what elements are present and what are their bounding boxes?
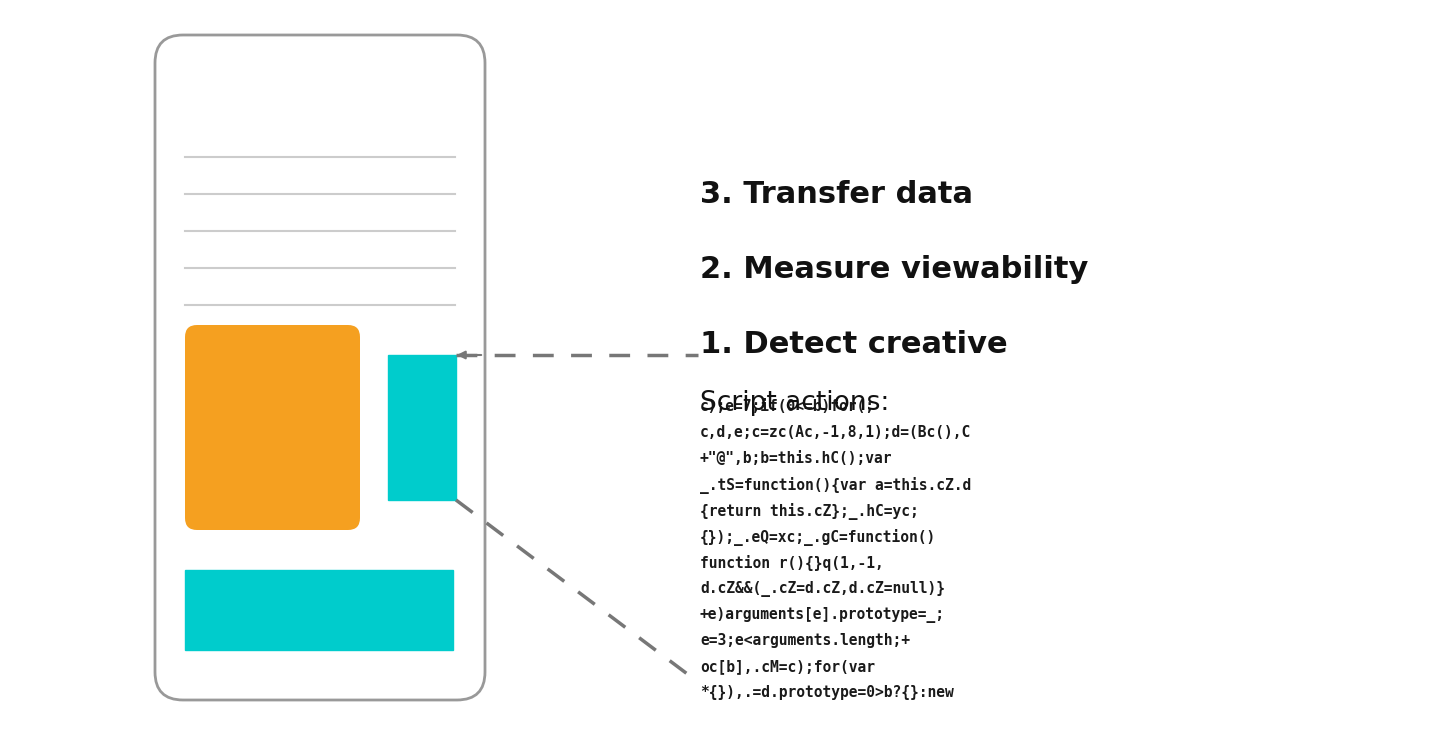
Text: 1. Detect creative: 1. Detect creative (700, 330, 1007, 359)
FancyBboxPatch shape (156, 35, 486, 700)
Text: c,d,e;c=zc(Ac,-1,8,1);d=(Bc(),C: c,d,e;c=zc(Ac,-1,8,1);d=(Bc(),C (700, 425, 971, 440)
Text: +e)arguments[e].prototype=_;: +e)arguments[e].prototype=_; (700, 607, 945, 623)
Text: 3. Transfer data: 3. Transfer data (700, 180, 973, 209)
Text: d.cZ&&(_.cZ=d.cZ,d.cZ=null)}: d.cZ&&(_.cZ=d.cZ,d.cZ=null)} (700, 581, 945, 597)
Text: c);e=7;if(0<=b)for(;: c);e=7;if(0<=b)for(; (700, 399, 875, 414)
Text: oc[b],.cM=c);for(var: oc[b],.cM=c);for(var (700, 659, 875, 674)
Text: e=3;e<arguments.length;+: e=3;e<arguments.length;+ (700, 633, 911, 648)
Text: 2. Measure viewability: 2. Measure viewability (700, 255, 1088, 284)
Bar (184, 570, 452, 650)
Text: {});_.eQ=xc;_.gC=function(): {});_.eQ=xc;_.gC=function() (700, 529, 937, 546)
Text: Script actions:: Script actions: (700, 390, 889, 416)
Text: _.tS=function(){var a=this.cZ.d: _.tS=function(){var a=this.cZ.d (700, 477, 971, 494)
Text: +"@",b;b=this.hC();var: +"@",b;b=this.hC();var (700, 451, 892, 466)
Text: {return this.cZ};_.hC=yc;: {return this.cZ};_.hC=yc; (700, 503, 919, 520)
Bar (388, 355, 455, 500)
FancyBboxPatch shape (184, 325, 360, 530)
Text: function r(){}q(1,-1,: function r(){}q(1,-1, (700, 555, 883, 571)
Text: *{}),.=d.prototype=0>b?{}:new: *{}),.=d.prototype=0>b?{}:new (700, 685, 954, 700)
